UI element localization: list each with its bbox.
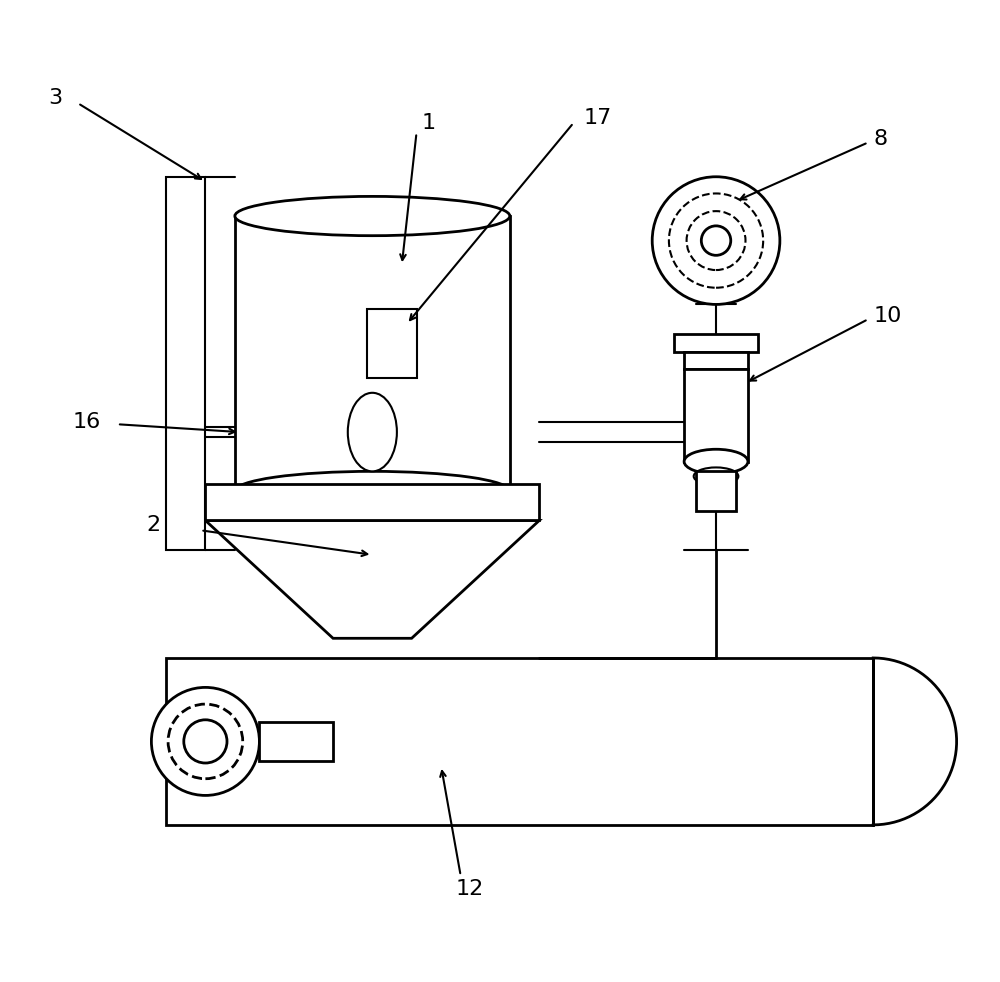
Text: 10: 10	[873, 306, 902, 326]
Circle shape	[652, 177, 780, 304]
Text: 8: 8	[873, 130, 887, 149]
Polygon shape	[205, 520, 539, 638]
Circle shape	[151, 687, 259, 795]
Bar	[166, 177, 205, 550]
Ellipse shape	[694, 467, 738, 485]
Circle shape	[687, 211, 746, 270]
Bar	[696, 471, 736, 511]
Text: 3: 3	[48, 88, 62, 108]
Text: 1: 1	[421, 113, 436, 133]
Circle shape	[669, 193, 763, 288]
Bar	[684, 352, 748, 369]
Text: 2: 2	[146, 516, 161, 535]
Text: 17: 17	[583, 108, 612, 128]
Ellipse shape	[348, 393, 397, 471]
Bar	[205, 484, 539, 520]
Bar	[684, 369, 748, 462]
Bar	[367, 309, 417, 378]
Circle shape	[701, 226, 731, 255]
Circle shape	[168, 704, 243, 779]
Circle shape	[184, 720, 227, 763]
Text: 12: 12	[456, 879, 484, 899]
Ellipse shape	[684, 450, 748, 474]
Bar	[235, 216, 510, 491]
Text: 16: 16	[73, 412, 101, 432]
Ellipse shape	[235, 471, 510, 511]
Bar	[166, 658, 873, 825]
Bar	[259, 722, 333, 761]
Bar	[674, 334, 758, 352]
Ellipse shape	[235, 196, 510, 236]
